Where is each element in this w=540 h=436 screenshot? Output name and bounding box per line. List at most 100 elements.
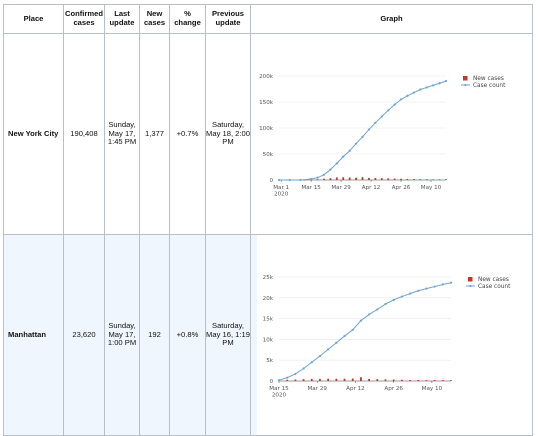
case-count-point [336,162,338,164]
new-cases-bar [360,377,362,381]
x-tick-label: Mar 15 [301,185,321,191]
header-row: Place Confirmed cases Last update New ca… [4,5,533,34]
x-tick-label: 2020 [274,192,289,198]
new-cases-bar [419,179,421,180]
case-count-point [316,177,318,179]
header-confirmed[interactable]: Confirmed cases [64,5,105,34]
x-tick-label: Apr 12 [362,185,381,191]
new-cases-bar [336,177,338,180]
case-count-point [368,128,370,130]
new-cases-bar [335,379,337,381]
case-count-point [413,92,415,94]
header-last-update[interactable]: Last update [105,5,140,34]
legend-new-cases-swatch [468,277,473,282]
y-tick-label: 50k [263,152,274,158]
case-count-point [394,104,396,106]
header-new-cases[interactable]: New cases [140,5,170,34]
case-count-point [393,299,395,301]
new-cases-bar [434,380,436,381]
case-count-line [279,81,446,180]
new-cases-bar [352,379,354,381]
case-count-point [294,373,296,375]
prev-update-cell: Saturday, May 16, 1:19 PM [206,235,251,436]
new-cases-bar [450,380,452,381]
case-count-point [319,355,321,357]
new-cases-bar [329,178,331,180]
new-cases-bar [376,379,378,381]
case-count-point [406,95,408,97]
case-count-point [384,303,386,305]
new-cases-bar [393,380,395,381]
case-count-point [387,109,389,111]
case-count-point [442,283,444,285]
new-cases-bar [407,179,409,180]
new-cases-bar [344,379,346,381]
x-tick-label: Apr 26 [384,386,403,392]
new-cases-bar [426,179,428,180]
header-place[interactable]: Place [4,5,64,34]
case-count-point [376,308,378,310]
new-cases-bar [417,380,419,381]
y-tick-label: 10k [263,337,274,343]
case-count-point [360,320,362,322]
new-cases-bar [349,178,351,180]
new-cases-bar [400,179,402,180]
x-tick-label: May 10 [421,185,442,191]
new-cases-bar [323,179,325,180]
new-cases-bar [387,178,389,180]
new-cases-bar [362,177,364,180]
case-count-point [352,329,354,331]
new-cases-bar [442,380,444,381]
case-count-point [400,98,402,100]
legend-case-count-label: Case count [478,284,511,290]
x-tick-label: Mar 29 [331,185,351,191]
case-count-point [278,179,280,181]
new-cases-bar [303,379,305,381]
new-cases-bar [401,380,403,381]
pct-change-cell: +0.7% [170,34,206,235]
x-tick-label: Mar 1 [273,185,289,191]
case-count-point [278,379,280,381]
last-update-cell: Sunday, May 17, 1:45 PM [105,34,140,235]
case-count-point [311,361,313,363]
confirmed-cell: 190,408 [64,34,105,235]
y-tick-label: 0 [269,178,273,184]
case-count-point [335,342,337,344]
new-cases-bar [311,379,313,381]
place-cell: Manhattan [4,235,64,436]
case-count-point [349,150,351,152]
new-cases-bar [374,178,376,180]
case-count-point [289,179,291,181]
new-cases-bar [294,380,296,381]
case-count-point [361,136,363,138]
case-count-point [401,295,403,297]
case-count-point [434,285,436,287]
header-prev-update[interactable]: Previous update [206,5,251,34]
chart-background [257,235,532,435]
case-count-point [438,82,440,84]
case-count-point [426,86,428,88]
header-graph[interactable]: Graph [251,5,533,34]
new-cases-bar [439,179,441,180]
y-tick-label: 5k [266,358,274,364]
y-tick-label: 15k [263,317,274,323]
case-count-point [323,174,325,176]
new-cases-bar [385,379,387,381]
legend-new-cases-label: New cases [478,277,509,283]
y-tick-label: 150k [259,100,274,106]
case-count-point [450,282,452,284]
last-update-cell: Sunday, May 17, 1:00 PM [105,235,140,436]
case-count-point [310,178,312,180]
case-count-point [432,84,434,86]
new-cases-bar [319,379,321,381]
x-tick-label: May 10 [422,386,443,392]
case-count-point [374,122,376,124]
case-count-point [329,169,331,171]
y-tick-label: 25k [263,275,274,281]
header-pct-change[interactable]: % change [170,5,206,34]
pct-change-cell: +0.8% [170,235,206,436]
case-count-point [381,115,383,117]
